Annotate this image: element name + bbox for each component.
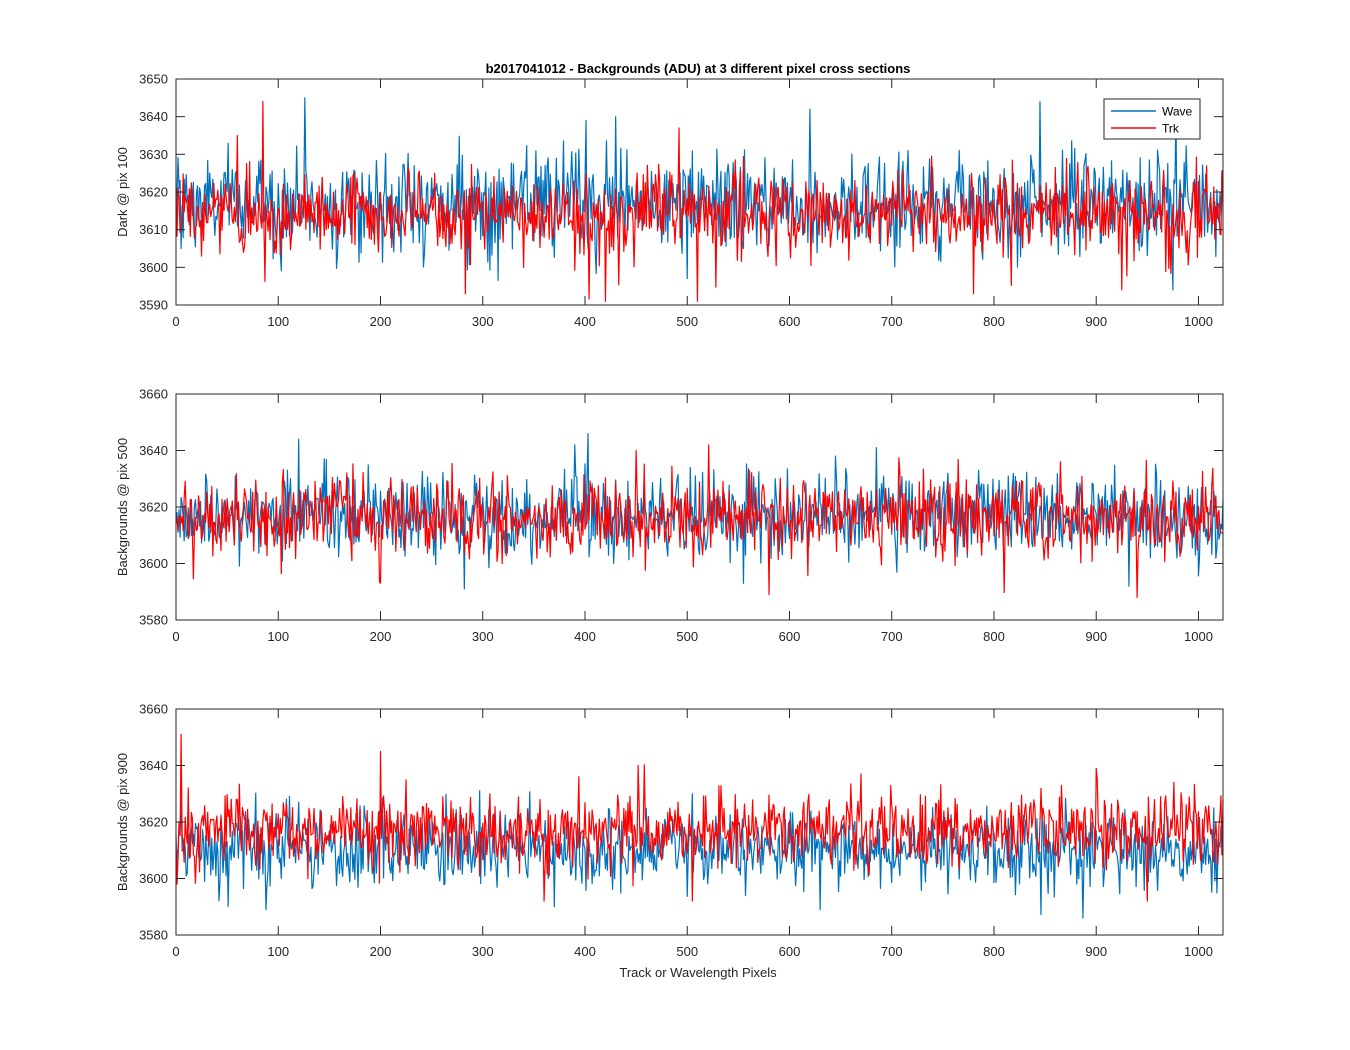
series-line-wave [175, 790, 1224, 919]
x-tick-label: 800 [983, 944, 1005, 959]
y-tick-label: 3580 [139, 613, 168, 628]
x-tick-label: 400 [574, 629, 596, 644]
y-tick-label: 3640 [139, 758, 168, 773]
x-tick-label: 200 [370, 944, 392, 959]
x-tick-label: 900 [1085, 314, 1107, 329]
x-tick-label: 500 [676, 314, 698, 329]
x-tick-label: 600 [779, 314, 801, 329]
legend: Wave Trk [1103, 98, 1201, 140]
x-tick-label: 900 [1085, 944, 1107, 959]
figure-title: b2017041012 - Backgrounds (ADU) at 3 dif… [486, 61, 911, 76]
x-tick-label: 600 [779, 944, 801, 959]
legend-box [1103, 98, 1201, 140]
y-tick-label: 3590 [139, 298, 168, 313]
series-line-trk [175, 101, 1224, 302]
x-tick-label: 300 [472, 314, 494, 329]
series-line-trk [175, 444, 1224, 598]
subplots: 0 100 200 300 400 500 600 700 800 900 100035903600… [115, 72, 1224, 959]
x-tick-label: 0 [172, 314, 179, 329]
x-tick-label: 700 [881, 314, 903, 329]
x-tick-label: 500 [676, 629, 698, 644]
x-axis-label: Track or Wavelength Pixels [619, 965, 777, 980]
y-axis-label: Backgrounds @ pix 500 [115, 438, 130, 576]
y-tick-label: 3640 [139, 443, 168, 458]
x-tick-label: 300 [472, 944, 494, 959]
x-tick-label: 500 [676, 944, 698, 959]
x-tick-label: 400 [574, 944, 596, 959]
y-tick-label: 3660 [139, 702, 168, 717]
x-tick-label: 400 [574, 314, 596, 329]
x-tick-label: 0 [172, 944, 179, 959]
x-tick-label: 800 [983, 629, 1005, 644]
x-tick-label: 700 [881, 629, 903, 644]
y-tick-label: 3620 [139, 815, 168, 830]
x-tick-label: 300 [472, 629, 494, 644]
x-tick-label: 800 [983, 314, 1005, 329]
y-tick-label: 3660 [139, 387, 168, 402]
x-tick-label: 700 [881, 944, 903, 959]
legend-label-wave: Wave [1162, 105, 1193, 119]
series-line-trk [175, 733, 1224, 902]
subplot-2: 0 100 200 300 400 500 600 700 800 900 1000 3580 3600… [115, 387, 1224, 644]
y-tick-label: 3630 [139, 147, 168, 162]
subplot-3: 0 100 200 300 400 500 600 700 800 900 1000 3580 3600… [115, 702, 1224, 959]
y-tick-label: 3610 [139, 222, 168, 237]
x-tick-label: 0 [172, 629, 179, 644]
x-tick-label: 600 [779, 629, 801, 644]
y-axis-label: Dark @ pix 100 [115, 147, 130, 237]
x-tick-label: 200 [370, 314, 392, 329]
legend-label-trk: Trk [1162, 122, 1180, 136]
y-tick-label: 3600 [139, 871, 168, 886]
y-tick-label: 3620 [139, 500, 168, 515]
y-tick-label: 3650 [139, 72, 168, 87]
x-tick-label: 1000 [1184, 944, 1213, 959]
x-tick-label: 1000 [1184, 629, 1213, 644]
x-tick-label: 100 [267, 944, 289, 959]
y-tick-label: 3640 [139, 109, 168, 124]
x-tick-label: 1000 [1184, 314, 1213, 329]
x-tick-label: 200 [370, 629, 392, 644]
x-tick-label: 100 [267, 314, 289, 329]
y-tick-label: 3600 [139, 556, 168, 571]
y-tick-label: 3620 [139, 185, 168, 200]
y-tick-label: 3600 [139, 260, 168, 275]
x-tick-label: 100 [267, 629, 289, 644]
x-tick-label: 900 [1085, 629, 1107, 644]
y-tick-label: 3580 [139, 928, 168, 943]
subplot-1: 0 100 200 300 400 500 600 700 800 900 1000 3590 3600… [115, 72, 1224, 329]
y-axis-label: Backgrounds @ pix 900 [115, 753, 130, 891]
